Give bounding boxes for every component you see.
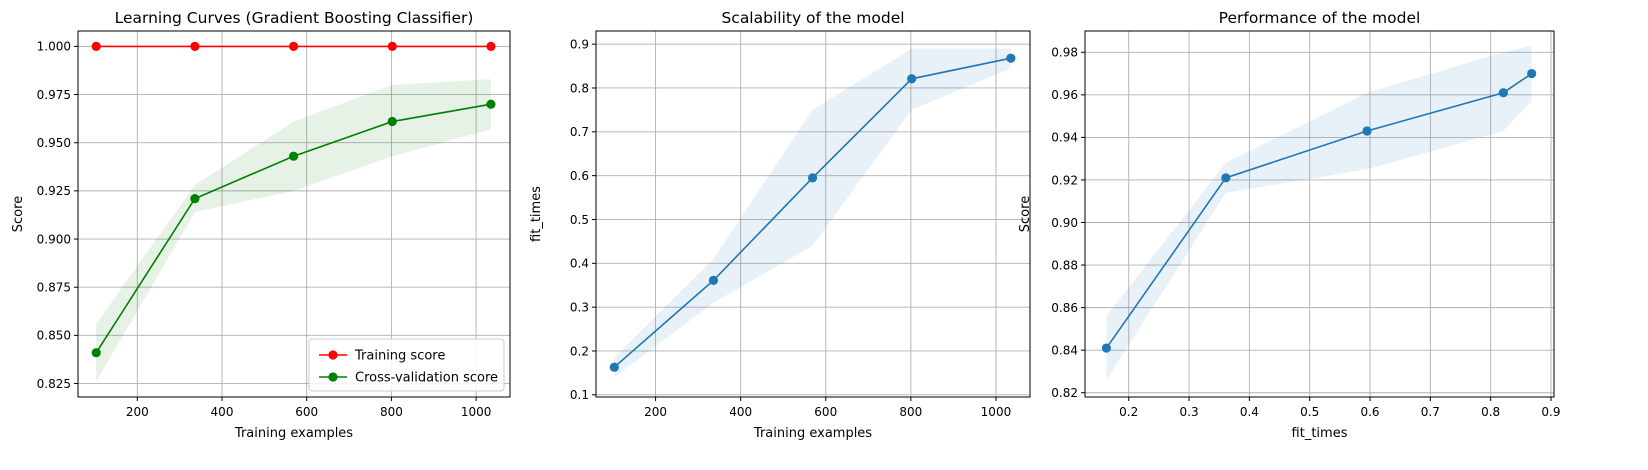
data-point [91,348,101,358]
confidence-band-2 [96,79,491,382]
chart-title: Performance of the model [1219,9,1421,27]
y-tick-label: 0.98 [1051,46,1078,60]
y-tick-label: 0.4 [570,257,589,271]
x-tick-label: 200 [644,405,667,419]
y-tick-label: 0.875 [37,281,71,295]
data-point [190,193,200,204]
axes-frame [1084,30,1555,398]
legend: Training score Cross-validation score [308,338,505,392]
y-tick-label: 1.000 [37,40,71,54]
y-axis-label: fit_times [529,186,544,242]
chart-1: 200 400 600 800 1000 0.825 0.850 0.875 0.900 0.92… [11,9,511,441]
x-tick-label: 400 [211,405,234,419]
data-point [807,173,818,183]
x-tick-label: 0.5 [1300,405,1319,419]
x-tick-label: 0.7 [1421,405,1440,419]
y-tick-label: 0.6 [570,169,589,183]
axes-frame [595,30,1031,398]
data-point [1498,88,1508,98]
x-tick-label: 200 [126,405,149,419]
x-tick-label: 600 [295,405,318,419]
y-tick-label: 0.825 [37,377,71,391]
data-point [1006,53,1016,63]
y-tick-label: 0.92 [1051,173,1078,187]
chart-3: 0.2 0.3 0.4 0.5 0.6 0.7 0.8 0.9 0.82 0.84 0.86 0.88… [1018,9,1561,441]
legend-swatch-marker [328,372,338,382]
data-point [1362,126,1372,136]
data-point [1101,343,1112,353]
x-tick-label: 600 [814,405,837,419]
legend-swatch-marker [328,350,338,360]
y-axis-label: Score [11,196,26,232]
chart-title: Learning Curves (Gradient Boosting Class… [115,9,474,27]
y-tick-label: 0.90 [1051,216,1078,230]
y-tick-label: 0.82 [1051,386,1078,400]
y-tick-label: 0.1 [570,388,589,402]
data-point [609,362,619,372]
y-tick-label: 0.86 [1051,301,1078,315]
data-point [708,275,719,286]
y-tick-label: 0.7 [570,125,589,139]
plot-area [596,31,1030,397]
x-tick-label: 400 [729,405,752,419]
confidence-band-1 [1106,45,1532,380]
legend-label: Cross-validation score [355,371,498,386]
x-tick-label: 800 [380,405,403,419]
y-tick-label: 0.925 [37,184,71,198]
x-axis-label: Training examples [234,426,353,441]
axes-frame [77,30,511,398]
data-point [1527,68,1537,79]
y-tick-label: 0.2 [570,344,589,358]
x-tick-label: 0.8 [1481,405,1500,419]
y-tick-label: 0.950 [37,136,71,150]
data-point [190,41,200,52]
y-tick-label: 0.850 [37,329,71,343]
x-tick-label: 800 [899,405,922,419]
y-tick-label: 0.5 [570,213,589,227]
data-point [387,41,397,52]
data-point [486,41,496,52]
legend-box [308,338,505,392]
plot-area [1085,31,1554,397]
data-point [387,116,397,127]
x-axis-label: Training examples [753,426,872,441]
y-tick-label: 0.8 [570,81,589,95]
x-tick-label: 0.3 [1180,405,1199,419]
data-point [288,151,299,161]
chart-2: 200 400 600 800 1000 0.1 0.2 0.3 0.4 0.5 0.6 0.7 0.8… [529,9,1031,441]
x-tick-label: 0.4 [1240,405,1259,419]
y-tick-label: 0.94 [1051,131,1078,145]
confidence-band-1 [614,48,1011,378]
data-point [907,74,917,84]
y-tick-label: 0.88 [1051,258,1078,272]
x-tick-label: 0.9 [1541,405,1560,419]
plot-area [78,31,510,397]
y-tick-label: 0.3 [570,300,589,314]
y-tick-label: 0.975 [37,88,71,102]
y-tick-label: 0.9 [570,37,589,51]
x-tick-label: 0.2 [1119,405,1138,419]
x-tick-label: 0.6 [1360,405,1379,419]
y-tick-label: 0.96 [1051,88,1078,102]
y-axis-label: Score [1018,196,1033,232]
legend-label: Training score [354,349,445,364]
x-tick-label: 1000 [461,405,492,419]
data-point [288,41,299,52]
data-point [486,99,496,109]
data-point [1221,173,1231,183]
chart-title: Scalability of the model [721,9,904,27]
x-axis-label: fit_times [1292,426,1348,441]
y-tick-label: 0.900 [37,232,71,246]
data-point [91,41,101,52]
y-tick-label: 0.84 [1051,343,1078,357]
x-tick-label: 1000 [981,405,1012,419]
